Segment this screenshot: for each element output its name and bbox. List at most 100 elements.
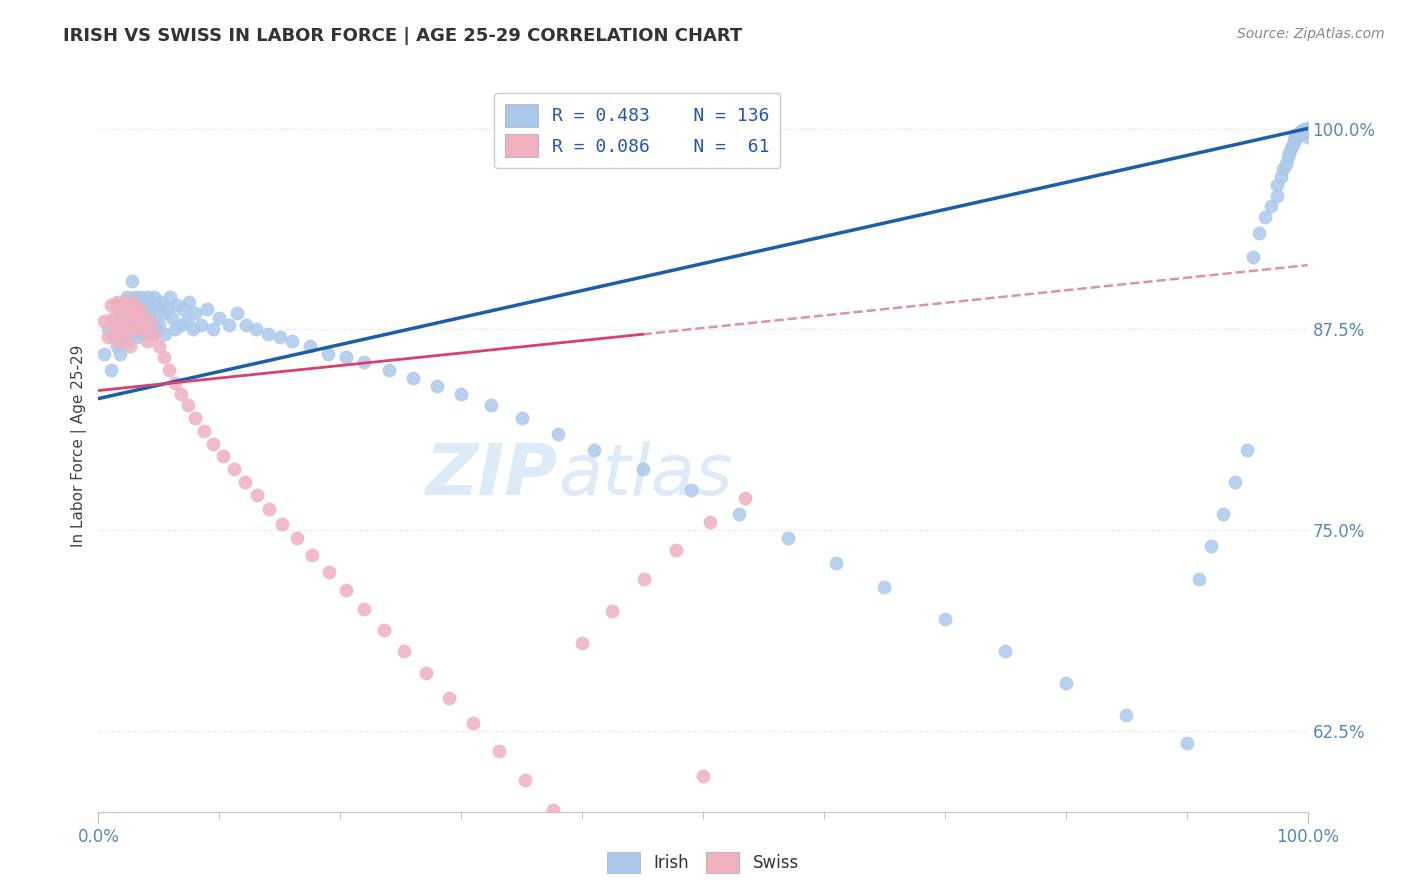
Point xyxy=(353,354,375,368)
Point xyxy=(631,462,654,476)
Point xyxy=(1282,137,1305,152)
Point xyxy=(118,306,141,320)
Point xyxy=(131,295,153,310)
Point xyxy=(488,744,510,758)
Point xyxy=(121,274,143,288)
Point xyxy=(373,623,395,637)
Point xyxy=(1296,121,1319,136)
Point xyxy=(271,516,294,531)
Point xyxy=(1284,131,1306,145)
Point xyxy=(1279,141,1302,155)
Point xyxy=(679,483,702,498)
Point xyxy=(426,378,449,392)
Point xyxy=(108,306,131,320)
Point xyxy=(1272,161,1295,176)
Point xyxy=(1278,145,1301,160)
Point xyxy=(115,327,138,342)
Point xyxy=(122,311,145,326)
Point xyxy=(1291,123,1313,137)
Point xyxy=(256,327,278,342)
Point xyxy=(202,322,225,336)
Point xyxy=(138,295,160,310)
Point xyxy=(107,334,129,348)
Point xyxy=(1296,121,1319,136)
Point xyxy=(1277,151,1299,165)
Point xyxy=(100,362,122,376)
Point xyxy=(510,410,533,425)
Point xyxy=(1294,121,1316,136)
Point xyxy=(166,298,188,312)
Point xyxy=(118,311,141,326)
Point xyxy=(437,690,460,705)
Point xyxy=(169,386,191,401)
Point xyxy=(335,582,357,597)
Point xyxy=(139,306,162,320)
Point xyxy=(129,318,152,332)
Point xyxy=(1188,572,1211,586)
Point xyxy=(111,301,134,316)
Point xyxy=(108,306,131,320)
Point xyxy=(145,322,167,336)
Point xyxy=(143,290,166,304)
Point xyxy=(825,556,848,570)
Point xyxy=(299,338,322,352)
Point xyxy=(463,716,485,731)
Point xyxy=(134,322,156,336)
Point xyxy=(1267,189,1289,203)
Point xyxy=(128,290,150,304)
Point xyxy=(1175,736,1198,750)
Point xyxy=(93,346,115,360)
Point xyxy=(143,327,166,342)
Point xyxy=(1270,169,1292,184)
Point xyxy=(269,330,291,344)
Point xyxy=(135,314,157,328)
Point xyxy=(105,298,128,312)
Text: atlas: atlas xyxy=(558,441,733,509)
Point xyxy=(257,502,280,516)
Y-axis label: In Labor Force | Age 25-29: In Labor Force | Age 25-29 xyxy=(72,345,87,547)
Point xyxy=(134,327,156,342)
Point xyxy=(1115,708,1137,723)
Point xyxy=(1249,226,1271,240)
Point xyxy=(402,370,425,384)
Point xyxy=(547,426,569,441)
Point xyxy=(127,306,149,320)
Point xyxy=(246,488,269,502)
Point xyxy=(118,295,141,310)
Point xyxy=(163,376,186,390)
Point xyxy=(195,301,218,316)
Point xyxy=(633,572,655,586)
Point xyxy=(1275,157,1298,171)
Point xyxy=(112,311,135,326)
Point xyxy=(142,301,165,316)
Point xyxy=(1288,126,1310,140)
Point xyxy=(994,644,1017,658)
Point xyxy=(156,301,179,316)
Point xyxy=(1296,121,1319,136)
Point xyxy=(377,362,399,376)
Point xyxy=(1241,250,1264,264)
Point xyxy=(316,346,339,360)
Point xyxy=(160,311,183,326)
Point xyxy=(125,298,148,312)
Point xyxy=(1260,199,1282,213)
Point xyxy=(1296,121,1319,136)
Point xyxy=(179,295,201,310)
Point xyxy=(153,327,176,342)
Point xyxy=(108,346,131,360)
Point xyxy=(120,318,142,332)
Point xyxy=(169,318,191,332)
Point xyxy=(1289,125,1312,139)
Point xyxy=(285,532,308,546)
Point xyxy=(1292,123,1315,137)
Point xyxy=(135,290,157,304)
Point xyxy=(583,443,606,458)
Point xyxy=(184,306,207,320)
Point xyxy=(104,322,127,336)
Point xyxy=(127,330,149,344)
Point xyxy=(172,301,194,316)
Point xyxy=(143,311,166,326)
Point xyxy=(571,636,593,650)
Point xyxy=(1054,676,1077,690)
Point xyxy=(105,338,128,352)
